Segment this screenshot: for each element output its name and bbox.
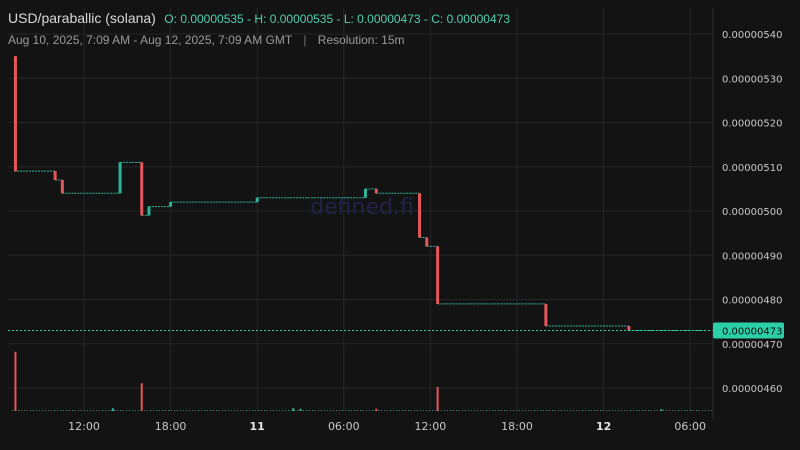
- volume-layer: [12, 351, 713, 411]
- current-price-tag-bg: [713, 322, 784, 339]
- y-tick-label: 0.00000470: [722, 340, 782, 351]
- candle-body[interactable]: [118, 162, 122, 194]
- candle-body[interactable]: [544, 303, 548, 327]
- x-tick-label: 12:00: [68, 420, 100, 433]
- close-value: 0.00000473: [446, 12, 510, 26]
- ohlc-readout: O: 0.00000535 - H: 0.00000535 - L: 0.000…: [164, 12, 510, 26]
- y-tick-label: 0.00000480: [722, 296, 782, 307]
- candle-body[interactable]: [147, 206, 151, 216]
- candle-body[interactable]: [374, 188, 378, 194]
- candle-body[interactable]: [436, 246, 440, 304]
- candle-body[interactable]: [363, 188, 367, 198]
- open-value: 0.00000535: [180, 12, 244, 26]
- x-tick-label: 18:00: [501, 420, 533, 433]
- x-tick-label: 06:00: [674, 420, 706, 433]
- x-tick-label: 12:00: [415, 420, 447, 433]
- current-price-tag: 0.00000473: [713, 322, 784, 339]
- pair-title: USD/paraballic (solana): [8, 10, 156, 26]
- candle-body[interactable]: [169, 202, 173, 207]
- y-tick-label: 0.00000520: [722, 119, 782, 130]
- candle-body[interactable]: [255, 197, 259, 203]
- resolution-label: Resolution: 15m: [317, 33, 405, 47]
- volume-bar: [292, 408, 295, 411]
- y-tick-label: 0.00000460: [722, 384, 782, 395]
- y-tick-label: 0.00000500: [722, 207, 782, 218]
- low-label: L:: [343, 12, 354, 26]
- candle-body[interactable]: [418, 193, 422, 238]
- y-axis-labels: 0.00000540 0.00000530 0.00000520 0.00000510…: [722, 30, 782, 395]
- watermark: defined.fi: [310, 195, 414, 220]
- volume-bar: [299, 408, 302, 411]
- current-price-tag-label: 0.00000473: [722, 326, 782, 337]
- candle-body[interactable]: [60, 180, 64, 194]
- volume-bar: [436, 386, 439, 411]
- y-tick-label: 0.00000510: [722, 163, 782, 174]
- date-range: Aug 10, 2025, 7:09 AM - Aug 12, 2025, 7:…: [8, 33, 292, 47]
- subheader-separator: |: [303, 33, 307, 47]
- volume-bar: [111, 408, 114, 411]
- candle-body[interactable]: [627, 326, 631, 331]
- candle-body[interactable]: [425, 237, 429, 247]
- chart-header: USD/paraballic (solana) O: 0.00000535 - …: [8, 10, 510, 28]
- chart-subheader: Aug 10, 2025, 7:09 AM - Aug 12, 2025, 7:…: [8, 33, 405, 47]
- open-label: O:: [164, 12, 177, 26]
- x-axis-labels: 12:00 18:00 11 06:00 12:00 18:00 12 06:00: [68, 420, 706, 433]
- close-label: C:: [431, 12, 444, 26]
- x-tick-label: 18:00: [155, 420, 187, 433]
- x-tick-label: 06:00: [328, 420, 360, 433]
- grid-layer: [8, 8, 713, 411]
- candle-body[interactable]: [140, 162, 144, 216]
- y-tick-label: 0.00000530: [722, 74, 782, 85]
- candle-body[interactable]: [13, 56, 17, 172]
- high-label: H:: [254, 12, 267, 26]
- x-tick-label: 12: [596, 420, 611, 433]
- price-segments: [13, 161, 707, 331]
- volume-bar: [375, 408, 378, 411]
- low-value: 0.00000473: [357, 12, 421, 26]
- volume-bar: [660, 409, 663, 411]
- volume-bar: [14, 351, 17, 411]
- x-tick-label: 11: [250, 420, 265, 433]
- high-value: 0.00000535: [269, 12, 334, 26]
- candles: [13, 56, 631, 331]
- y-tick-label: 0.00000540: [722, 30, 782, 41]
- candle-body[interactable]: [53, 171, 57, 181]
- y-tick-label: 0.00000490: [722, 251, 782, 262]
- volume-bar: [140, 383, 143, 411]
